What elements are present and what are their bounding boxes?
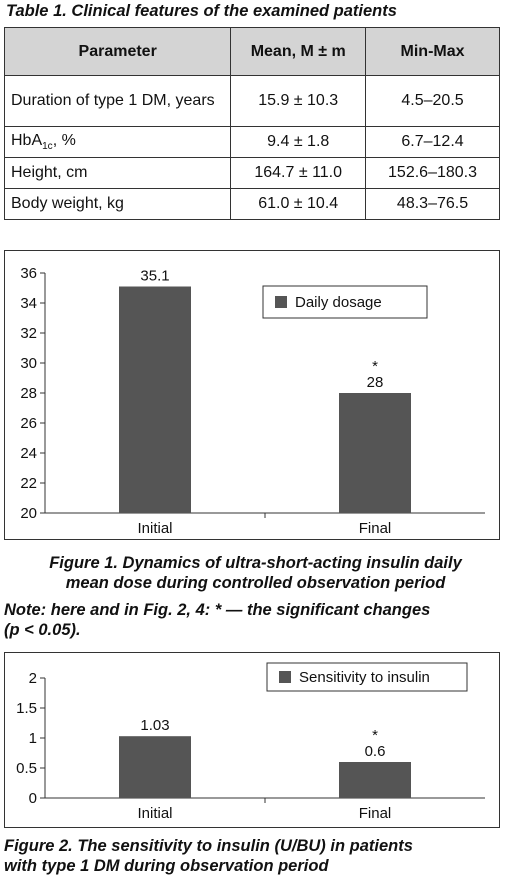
figure1-caption-line2: mean dose during controlled observation … [65,574,446,592]
figure1-y-tick-label: 28 [20,385,37,402]
row-range: 48.3–76.5 [365,188,500,220]
figure2-y-tick-label: 1 [29,730,37,747]
row-parameter: Height, cm [3,157,232,189]
figure1-bar-final [339,393,411,513]
column-header-parameter: Parameter [3,27,232,76]
figure1-x-tick-label: Initial [137,520,172,537]
figure-note-line2: (p < 0.05). [4,621,81,639]
row-mean: 164.7 ± 11.0 [230,157,367,189]
table-row: Duration of type 1 DM, years 15.9 ± 10.3… [3,75,500,127]
figure2-bar-initial [119,736,191,798]
row-mean: 61.0 ± 10.4 [230,188,367,220]
row-parameter: HbA1c, % [3,126,232,158]
clinical-features-table: Parameter Mean, M ± m Min-Max Duration o… [3,27,500,220]
figure1-legend-swatch [275,296,287,308]
hba-subscript: 1c [42,141,53,153]
figure1-bar-initial [119,286,191,513]
figure1-y-tick-label: 24 [20,445,37,462]
figure2-x-tick-label: Initial [137,805,172,822]
figure1-caption-line1: Figure 1. Dynamics of ultra-short-acting… [49,554,462,572]
figure2-data-label: 0.6 [365,743,386,760]
column-header-range: Min-Max [365,27,500,76]
figure1-y-tick-label: 26 [20,415,37,432]
figure1-y-tick-label: 22 [20,475,37,492]
figure1-data-label: 28 [367,374,384,391]
figure1-caption: Figure 1. Dynamics of ultra-short-acting… [8,553,503,593]
figure1-y-tick-label: 30 [20,355,37,372]
figure2-y-tick-label: 2 [29,670,37,687]
figure2-caption-line1: Figure 2. The sensitivity to insulin (U/… [4,837,413,855]
figure1-y-tick-label: 20 [20,505,37,522]
figure2-x-tick-label: Final [359,805,392,822]
figure2-data-label: 1.03 [140,717,169,734]
figure2-y-tick-label: 0 [29,790,37,807]
row-range: 152.6–180.3 [365,157,500,189]
table-caption: Table 1. Clinical features of the examin… [6,2,397,20]
figure2-y-tick-label: 1.5 [16,700,37,717]
figure2-legend-label: Sensitivity to insulin [299,669,430,686]
hba-unit: , % [52,131,76,149]
figure1-y-tick-label: 34 [20,295,37,312]
table-header-row: Parameter Mean, M ± m Min-Max [3,27,500,76]
figure-note-line1: Note: here and in Fig. 2, 4: * — the sig… [4,601,431,619]
figure1-x-tick-label: Final [359,520,392,537]
figure1-y-tick-label: 32 [20,325,37,342]
figure2-caption-line2: with type 1 DM during observation period [4,857,329,875]
figure2-significance-mark: * [372,727,378,744]
row-mean: 15.9 ± 10.3 [230,75,367,127]
table-row: HbA1c, % 9.4 ± 1.8 6.7–12.4 [3,126,500,158]
figure2-chart: 0 0.5 1 1.5 2 1.03 Initial 0.6* Final Sensitivity… [16,662,485,822]
row-range: 4.5–20.5 [365,75,500,127]
figure1-chart-frame: 20 22 24 26 28 30 32 34 36 35.1 Initial 28 * Final Dai… [4,250,500,540]
figure-note: Note: here and in Fig. 2, 4: * — the sig… [4,600,504,640]
figure2-legend-box [266,662,468,692]
figure2-caption: Figure 2. The sensitivity to insulin (U/… [4,836,504,876]
figure2-bar-final [339,762,411,798]
figure2-chart-frame: 0 0.5 1 1.5 2 1.03 Initial 0.6 * Final Sensitivity… [4,652,500,828]
hba-label: HbA [11,131,43,149]
figure1-legend-label: Daily dosage [295,294,382,311]
figure1-data-label: 35.1 [140,268,169,285]
figure1-legend-box [262,285,428,319]
figure1-y-tick-label: 36 [20,265,37,282]
row-range: 6.7–12.4 [365,126,500,158]
row-parameter: Duration of type 1 DM, years [3,75,232,127]
column-header-mean: Mean, M ± m [230,27,367,76]
table-row: Body weight, kg 61.0 ± 10.4 48.3–76.5 [3,188,500,220]
row-parameter: Body weight, kg [3,188,232,220]
table-row: Height, cm 164.7 ± 11.0 152.6–180.3 [3,157,500,189]
figure2-legend-swatch [279,671,291,683]
row-mean: 9.4 ± 1.8 [230,126,367,158]
figure1-significance-mark: * [372,358,378,375]
figure2-y-tick-label: 0.5 [16,760,37,777]
